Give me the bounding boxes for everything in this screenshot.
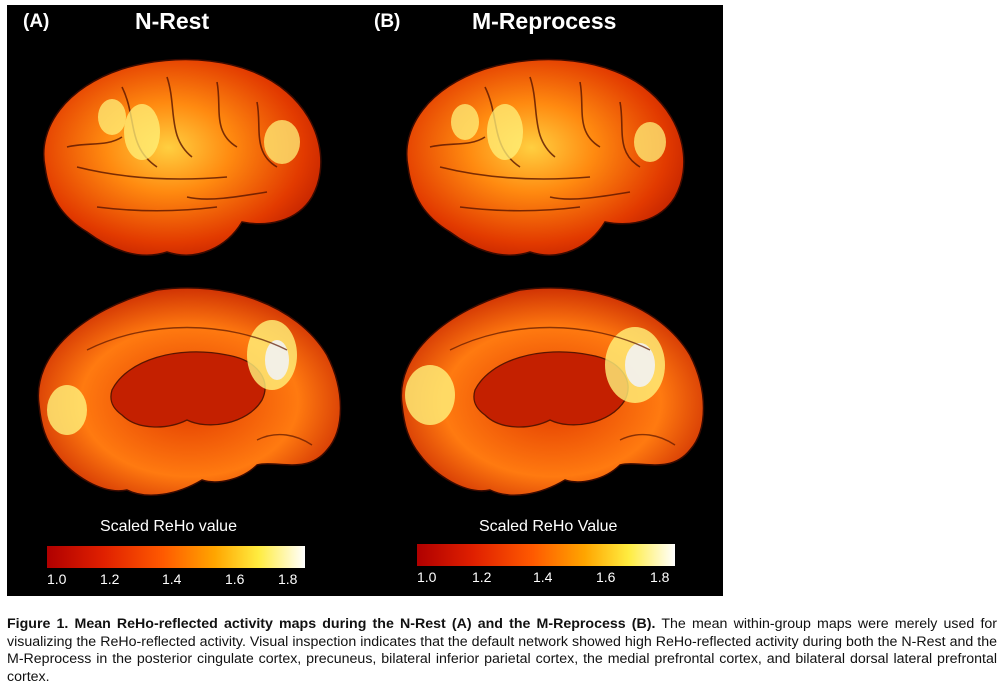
brain-a-lateral-view — [43, 58, 322, 256]
colorbar-b-tick: 1.6 — [596, 569, 616, 585]
panel-b-letter: (B) — [374, 11, 401, 32]
panel-b-title: M-Reprocess — [472, 8, 617, 34]
colorbar-a-tick: 1.2 — [100, 571, 120, 587]
colorbar-b — [417, 544, 675, 566]
figure-caption: Figure 1. Mean ReHo-reflected activity m… — [7, 616, 997, 686]
colorbar-b-tick: 1.4 — [533, 569, 553, 585]
caption-bold-heading: Figure 1. Mean ReHo-reflected activity m… — [7, 616, 656, 632]
figure-panel: (A) N-Rest (B) M-Reprocess — [7, 5, 723, 596]
colorbar-b-tick: 1.0 — [417, 569, 437, 585]
colorbar-a-title: Scaled ReHo value — [100, 518, 237, 535]
caption-body: The mean within-group maps were merely u… — [7, 616, 997, 685]
panel-a-title: N-Rest — [135, 8, 210, 34]
colorbar-b-tick: 1.2 — [472, 569, 492, 585]
colorbar-a-tick: 1.8 — [278, 571, 298, 587]
colorbar-b-tick: 1.8 — [650, 569, 670, 585]
panel-a-letter: (A) — [23, 11, 50, 32]
brain-b-medial-view — [400, 287, 705, 496]
brain-b-lateral-view — [406, 58, 685, 256]
colorbar-a — [47, 546, 305, 568]
colorbar-a-tick: 1.6 — [225, 571, 245, 587]
colorbar-a-tick: 1.0 — [47, 571, 67, 587]
brain-a-medial-view — [37, 287, 342, 496]
colorbar-b-title: Scaled ReHo Value — [479, 518, 618, 535]
colorbar-a-tick: 1.4 — [162, 571, 182, 587]
